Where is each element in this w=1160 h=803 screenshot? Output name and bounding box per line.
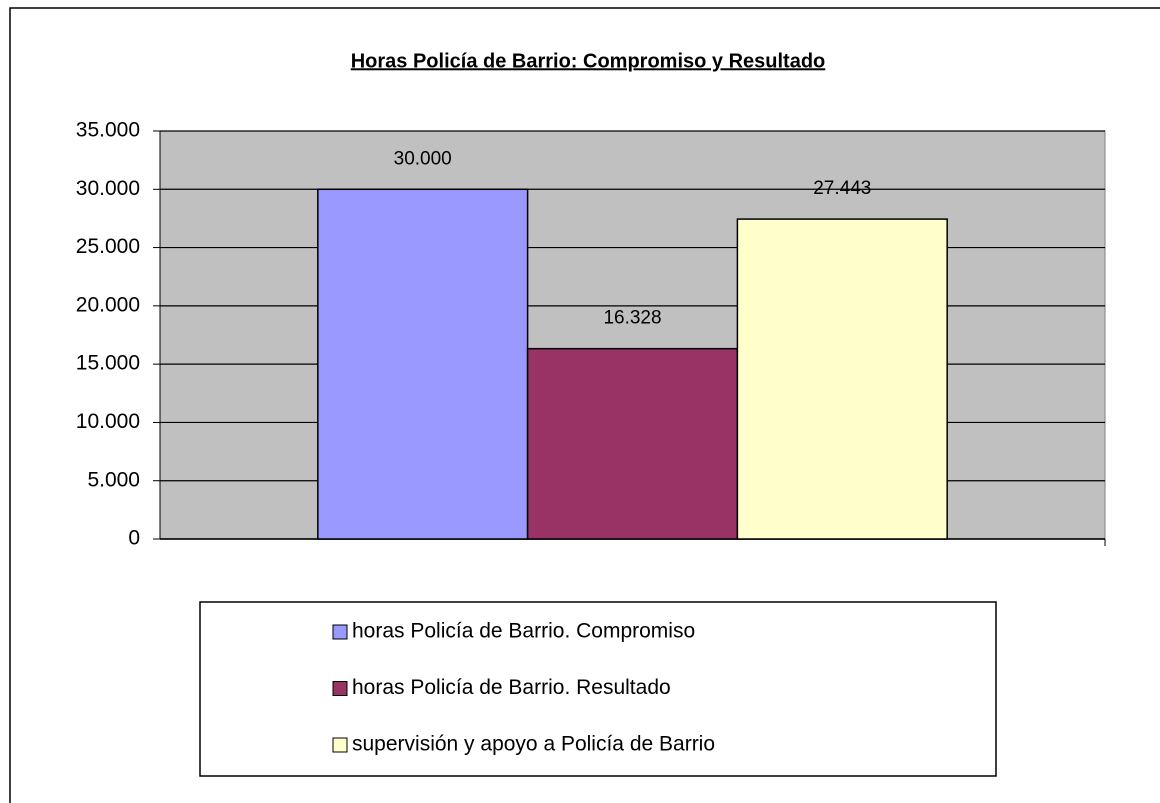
data-label: 27.443 [813,178,871,199]
chart-title: Horas Policía de Barrio: Compromiso y Re… [351,50,826,72]
y-tick-label: 15.000 [76,352,140,375]
bar [317,188,529,540]
legend-swatch [332,624,348,640]
y-tick-label: 25.000 [76,235,140,258]
legend-label: horas Policía de Barrio. Resultado [352,676,671,699]
data-label: 30.000 [394,148,452,169]
y-tick-label: 10.000 [76,410,140,433]
bar [526,347,739,540]
y-tick-label: 20.000 [76,293,140,316]
legend-label: horas Policía de Barrio. Compromiso [352,620,695,643]
y-tick-label: 30.000 [76,177,140,200]
y-tick-label: 0 [128,527,140,550]
legend-label: supervisión y apoyo a Policía de Barrio [352,733,715,756]
data-label: 16.328 [603,308,661,329]
y-tick-label: 5.000 [87,468,140,491]
legend-swatch [332,737,348,753]
legend-swatch [332,681,348,696]
chart-border [9,7,1160,803]
bar [736,218,948,540]
y-tick-label: 35.000 [76,119,140,142]
